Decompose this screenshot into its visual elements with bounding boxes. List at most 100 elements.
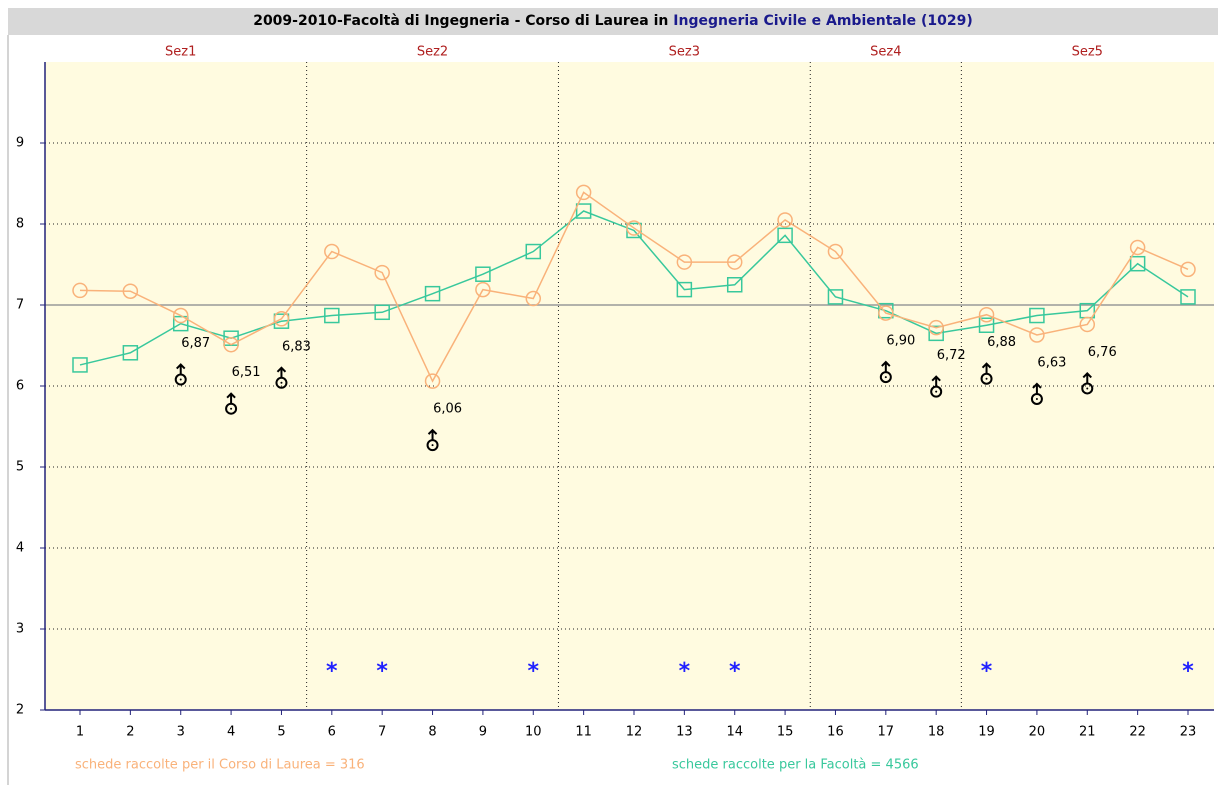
x-tick-label: 23 <box>1180 725 1197 740</box>
icon-dot <box>884 376 887 379</box>
section-label: Sez4 <box>870 45 901 60</box>
value-label: 6,76 <box>1088 345 1117 360</box>
y-tick-label: 6 <box>16 379 24 394</box>
legend-entry: schede raccolte per il Corso di Laurea =… <box>75 758 365 773</box>
point <box>726 254 743 270</box>
x-tick-label: 9 <box>479 725 487 740</box>
y-tick-label: 2 <box>16 703 24 718</box>
point <box>122 283 139 299</box>
y-tick-label: 8 <box>16 217 24 232</box>
x-tick-label: 3 <box>177 725 185 740</box>
label-icon <box>1030 382 1043 405</box>
icon-dot <box>985 377 988 380</box>
x-tick-label: 5 <box>277 725 285 740</box>
point <box>324 243 340 260</box>
title-bar <box>8 8 1218 35</box>
point <box>525 290 542 307</box>
x-tick-label: 18 <box>928 725 945 740</box>
point <box>928 319 944 336</box>
flag-marker: * <box>326 659 338 684</box>
x-tick-label: 7 <box>378 725 386 740</box>
point <box>1180 261 1196 278</box>
flag-marker: * <box>1182 659 1194 684</box>
flag-marker: * <box>679 659 691 684</box>
icon-arrow <box>1082 372 1092 384</box>
point <box>324 307 340 324</box>
x-tick-label: 1 <box>76 725 84 740</box>
x-tick-label: 17 <box>878 725 895 740</box>
x-tick-label: 11 <box>575 725 592 740</box>
icon-dot <box>1035 397 1038 400</box>
x-tick-label: 14 <box>726 725 743 740</box>
y-tick-label: 5 <box>16 460 24 475</box>
icon-arrow <box>981 362 992 374</box>
chart-title: 2009-2010-Facoltà di Ingegneria - Corso … <box>253 13 973 29</box>
point <box>475 266 491 282</box>
series-line <box>79 191 1189 383</box>
value-label: 6,87 <box>181 336 210 351</box>
y-tick-label: 9 <box>16 136 24 151</box>
x-tick-label: 16 <box>827 725 844 740</box>
point <box>223 336 239 353</box>
point <box>1079 316 1096 333</box>
point <box>575 184 592 201</box>
point <box>525 243 542 260</box>
point <box>374 304 390 321</box>
value-label: 6,06 <box>433 402 462 417</box>
icon-dot <box>179 378 182 381</box>
point <box>172 315 189 332</box>
point <box>777 227 793 244</box>
value-label: 6,83 <box>282 339 311 354</box>
point <box>1029 307 1045 324</box>
flag-marker: * <box>376 659 388 684</box>
point <box>1180 289 1196 305</box>
point <box>374 264 390 281</box>
point <box>1129 255 1146 272</box>
label-icon <box>225 392 238 415</box>
x-tick-label: 22 <box>1129 725 1146 740</box>
point <box>273 311 290 327</box>
point <box>122 345 139 361</box>
value-label: 6,51 <box>232 365 261 380</box>
label-icon <box>174 363 187 386</box>
x-tick-label: 12 <box>626 725 643 740</box>
point <box>424 373 441 389</box>
x-tick-label: 6 <box>328 725 336 740</box>
value-label: 6,90 <box>886 334 915 349</box>
flag-marker: * <box>981 659 993 684</box>
x-tick-label: 15 <box>777 725 794 740</box>
point <box>1129 239 1146 256</box>
icon-arrow <box>1032 382 1042 394</box>
label-icon <box>930 375 943 398</box>
point <box>978 306 995 323</box>
y-tick-label: 4 <box>16 541 24 556</box>
section-label: Sez2 <box>417 45 448 60</box>
y-tick-label: 7 <box>16 298 24 313</box>
point <box>72 357 88 373</box>
point <box>827 289 844 305</box>
icon-dot <box>1086 387 1089 390</box>
point <box>626 220 642 236</box>
x-tick-label: 19 <box>978 725 995 740</box>
value-label: 6,63 <box>1037 355 1066 370</box>
x-tick-label: 4 <box>227 725 235 740</box>
label-icon <box>275 366 288 389</box>
label-icon <box>1081 372 1094 395</box>
point <box>676 281 693 298</box>
value-label: 6,72 <box>937 348 966 363</box>
y-tick-label: 3 <box>16 622 24 637</box>
legend-entry: schede raccolte per la Facoltà = 4566 <box>672 758 919 773</box>
x-tick-label: 10 <box>525 725 542 740</box>
icon-arrow <box>931 375 941 387</box>
x-tick-label: 21 <box>1079 725 1096 740</box>
point <box>475 281 491 298</box>
point <box>72 282 88 299</box>
label-icon <box>879 360 892 384</box>
point <box>827 243 844 260</box>
label-icon <box>426 428 439 452</box>
icon-arrow <box>176 363 186 375</box>
point <box>172 307 189 324</box>
x-tick-label: 8 <box>428 725 436 740</box>
icon-dot <box>230 407 233 410</box>
